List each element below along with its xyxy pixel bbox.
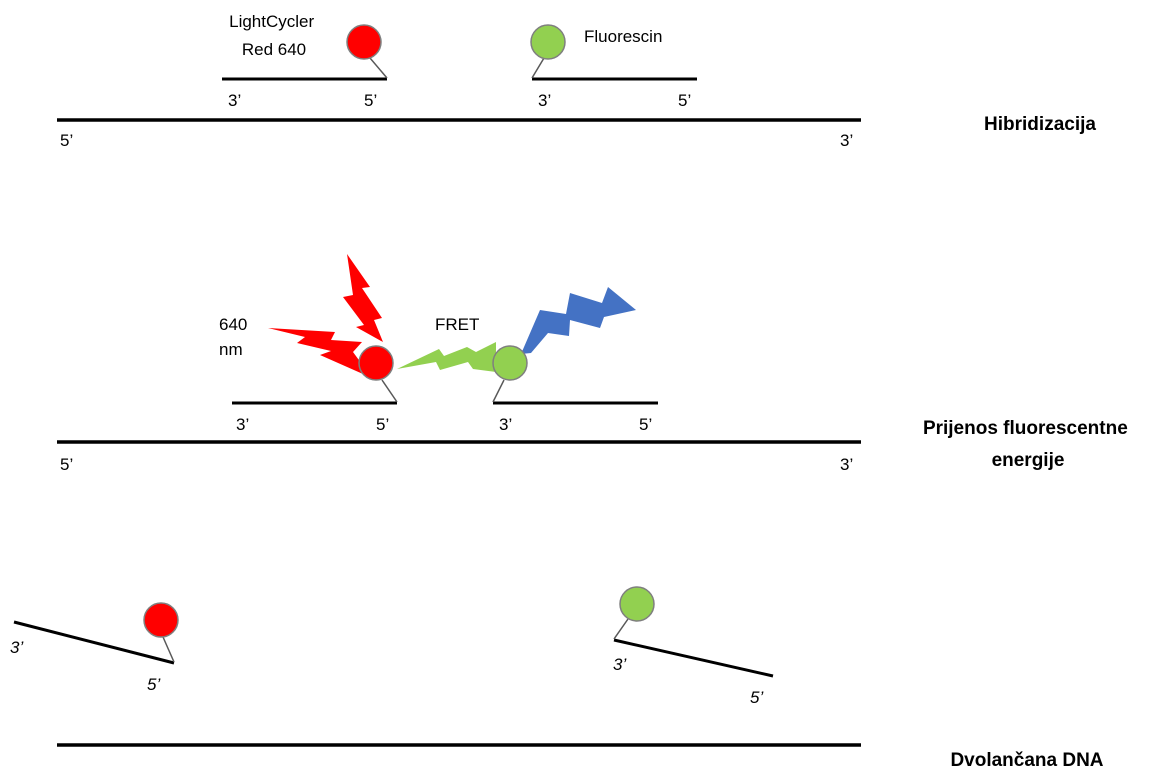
template-3-end: 3’ <box>840 455 853 474</box>
stage-label-line1: Prijenos fluorescentne <box>923 418 1128 439</box>
released-acceptor-probe-strand <box>13 620 175 665</box>
donor-dye-circle <box>530 24 566 60</box>
emission-wavelength-line1: 640 <box>219 315 247 334</box>
acceptor-linker <box>162 636 175 663</box>
excitation-bolt-icon <box>521 287 636 354</box>
template-3-end: 3’ <box>840 131 853 150</box>
stage-label-energy-transfer: Prijenos fluorescentne energije <box>923 418 1133 471</box>
probe1-3-end: 3’ <box>228 91 241 110</box>
probe2-5-end: 5’ <box>750 688 763 707</box>
stage-label-hybridization: Hibridizacija <box>984 114 1096 135</box>
emission-wavelength-label: 640 nm <box>219 315 252 359</box>
fret-label: FRET <box>435 315 479 334</box>
panel-double-stranded: 3’ 5’ 3’ 5’ Dvolančana DNA <box>10 586 1104 771</box>
acceptor-dye-circle <box>358 345 394 381</box>
panel-energy-transfer: 640 nm FRET 3’ 5’ 3’ 5’ 5’ 3’ Prijenos f… <box>57 254 1133 474</box>
probe2-3-end: 3’ <box>538 91 551 110</box>
emission-bolt-left-icon <box>268 328 372 378</box>
template-5-end: 5’ <box>60 455 73 474</box>
probe1-3-end: 3’ <box>236 415 249 434</box>
stage-label-line2: energije <box>992 450 1065 471</box>
emission-bolt-upper-icon <box>343 254 383 342</box>
acceptor-label: LightCycler Red 640 <box>229 12 319 59</box>
donor-label: Fluorescin <box>584 27 662 46</box>
template-5-end: 5’ <box>60 131 73 150</box>
probe2-5-end: 5’ <box>639 415 652 434</box>
released-donor-probe-strand <box>613 638 774 678</box>
probe1-5-end: 5’ <box>376 415 389 434</box>
acceptor-label-line1: LightCycler <box>229 12 314 31</box>
probe1-5-end: 5’ <box>147 675 160 694</box>
donor-linker <box>613 618 629 640</box>
probe1-5-end: 5’ <box>364 91 377 110</box>
probe1-3-end: 3’ <box>10 638 23 657</box>
probe2-3-end: 3’ <box>499 415 512 434</box>
acceptor-linker <box>381 379 398 403</box>
acceptor-linker <box>369 57 388 79</box>
donor-linker <box>531 57 545 79</box>
fret-bolt-icon <box>397 342 496 372</box>
acceptor-label-line2: Red 640 <box>242 40 306 59</box>
donor-dye-circle <box>619 586 655 622</box>
panel-hybridization: LightCycler Red 640 Fluorescin 3’ 5’ 3’ … <box>57 12 1096 150</box>
acceptor-dye-circle <box>346 24 382 60</box>
emission-wavelength-line2: nm <box>219 340 243 359</box>
acceptor-dye-circle <box>143 602 179 638</box>
donor-linker <box>492 379 505 403</box>
probe2-5-end: 5’ <box>678 91 691 110</box>
probe2-3-end: 3’ <box>613 655 626 674</box>
donor-dye-circle <box>492 345 528 381</box>
stage-label-double-stranded: Dvolančana DNA <box>950 750 1103 771</box>
